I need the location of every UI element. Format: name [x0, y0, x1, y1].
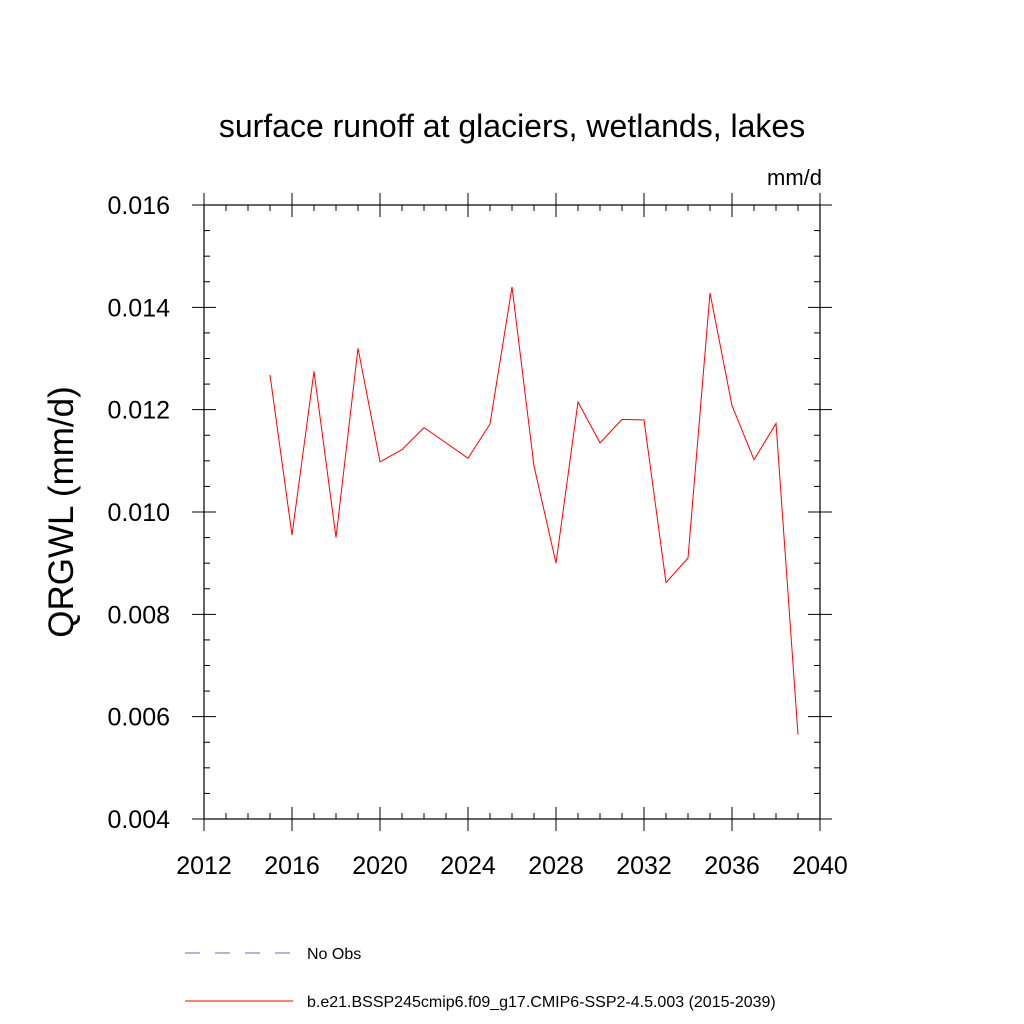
x-tick-label: 2032	[616, 852, 672, 880]
y-axis-label: QRGWL (mm/d)	[42, 386, 81, 637]
x-tick-label: 2012	[176, 852, 232, 880]
x-tick-label: 2016	[264, 852, 320, 880]
y-tick-label: 0.014	[107, 294, 170, 322]
legend-label: No Obs	[307, 946, 361, 963]
x-tick-labels: 2012 2016 2020 2024 2028 2032 2036 2040	[176, 852, 848, 880]
chart-title: surface runoff at glaciers, wetlands, la…	[219, 108, 805, 144]
y-tick-label: 0.010	[107, 499, 170, 527]
y-tick-label: 0.006	[107, 704, 170, 732]
y-tick-label: 0.016	[107, 192, 170, 220]
legend-label: b.e21.BSSP245cmip6.f09_g17.CMIP6-SSP2-4.…	[307, 994, 776, 1011]
y-tick-label: 0.004	[107, 806, 170, 834]
legend: No Obs b.e21.BSSP245cmip6.f09_g17.CMIP6-S…	[185, 946, 776, 1011]
y-tick-labels: 0.004 0.006 0.008 0.010 0.012 0.014 0.016	[107, 192, 170, 834]
x-tick-label: 2040	[792, 852, 848, 880]
plot-frame	[203, 204, 821, 820]
x-tick-label: 2028	[528, 852, 584, 880]
x-tick-label: 2020	[352, 852, 408, 880]
y-tick-label: 0.012	[107, 397, 170, 425]
series-layer	[269, 286, 799, 735]
x-tick-label: 2036	[704, 852, 760, 880]
y-tick-label: 0.008	[107, 601, 170, 629]
series-line	[269, 286, 799, 735]
minor-ticks	[204, 205, 820, 819]
x-tick-label: 2024	[440, 852, 496, 880]
units-label: mm/d	[767, 165, 822, 190]
major-ticks	[192, 193, 832, 831]
